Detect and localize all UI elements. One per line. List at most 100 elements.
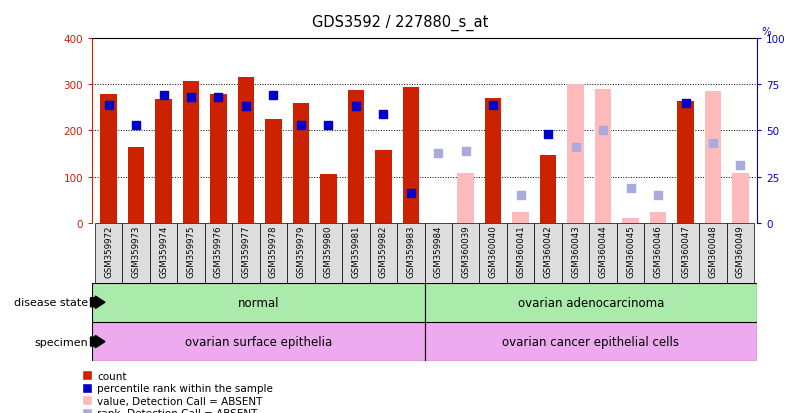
Text: ovarian cancer epithelial cells: ovarian cancer epithelial cells <box>502 335 679 348</box>
Text: GSM359983: GSM359983 <box>406 225 415 277</box>
Legend: count, percentile rank within the sample, value, Detection Call = ABSENT, rank, : count, percentile rank within the sample… <box>82 371 273 413</box>
Bar <box>348 91 364 223</box>
Bar <box>595 90 611 223</box>
Bar <box>425 322 757 361</box>
Bar <box>403 88 419 223</box>
Text: GSM359984: GSM359984 <box>434 225 443 277</box>
Point <box>322 122 335 129</box>
Bar <box>260 223 288 283</box>
Point <box>624 185 637 191</box>
Bar <box>150 223 177 283</box>
Bar <box>342 223 369 283</box>
Bar <box>485 99 501 223</box>
Point <box>487 102 500 109</box>
Point <box>432 150 445 157</box>
Bar <box>452 223 480 283</box>
Text: GSM359978: GSM359978 <box>269 225 278 277</box>
Text: GSM359982: GSM359982 <box>379 225 388 277</box>
Bar <box>320 175 336 223</box>
Point <box>157 93 170 100</box>
Text: GSM359972: GSM359972 <box>104 225 113 277</box>
Bar <box>534 223 562 283</box>
Text: ovarian adenocarcinoma: ovarian adenocarcinoma <box>517 296 664 309</box>
Bar <box>727 223 755 283</box>
Bar <box>562 223 590 283</box>
Text: GSM360040: GSM360040 <box>489 225 497 278</box>
Point <box>295 122 308 129</box>
Bar <box>457 173 474 223</box>
Point <box>377 111 390 118</box>
Text: GSM360039: GSM360039 <box>461 225 470 277</box>
Point <box>184 95 197 101</box>
Text: GSM360047: GSM360047 <box>681 225 690 278</box>
Bar <box>315 223 342 283</box>
Bar <box>375 151 392 223</box>
Bar <box>650 212 666 223</box>
Text: GSM360045: GSM360045 <box>626 225 635 278</box>
Point <box>706 141 719 147</box>
Bar <box>205 223 232 283</box>
Text: ovarian surface epithelia: ovarian surface epithelia <box>185 335 332 348</box>
Bar <box>425 223 452 283</box>
Text: GDS3592 / 227880_s_at: GDS3592 / 227880_s_at <box>312 14 489 31</box>
Text: GSM360049: GSM360049 <box>736 225 745 277</box>
Text: GSM360043: GSM360043 <box>571 225 580 278</box>
Text: GSM359980: GSM359980 <box>324 225 333 277</box>
Point <box>541 131 554 138</box>
Point <box>103 102 115 109</box>
Text: specimen: specimen <box>34 337 88 347</box>
Bar <box>95 223 123 283</box>
Text: GSM359975: GSM359975 <box>187 225 195 277</box>
Bar <box>265 120 282 223</box>
Bar <box>369 223 397 283</box>
Point <box>597 128 610 135</box>
Bar <box>123 223 150 283</box>
Bar <box>292 104 309 223</box>
Bar <box>92 283 425 322</box>
Bar <box>507 223 534 283</box>
Point <box>130 122 143 129</box>
Bar <box>177 223 205 283</box>
Bar <box>480 223 507 283</box>
Text: %: % <box>761 27 771 37</box>
Bar <box>155 100 171 223</box>
Text: GSM360044: GSM360044 <box>598 225 608 278</box>
Text: GSM359976: GSM359976 <box>214 225 223 277</box>
Text: disease state: disease state <box>14 297 88 308</box>
Text: GSM359979: GSM359979 <box>296 225 305 277</box>
Text: GSM360046: GSM360046 <box>654 225 662 278</box>
Text: GSM359974: GSM359974 <box>159 225 168 277</box>
Text: GSM359977: GSM359977 <box>241 225 251 277</box>
Point <box>514 192 527 199</box>
Bar <box>699 223 727 283</box>
Text: normal: normal <box>238 296 279 309</box>
Point <box>349 104 362 111</box>
Text: GSM360048: GSM360048 <box>709 225 718 278</box>
Bar <box>210 95 227 223</box>
Bar <box>288 223 315 283</box>
Point <box>570 145 582 151</box>
Bar <box>567 85 584 223</box>
Point <box>679 100 692 107</box>
Bar <box>92 322 425 361</box>
Bar <box>128 147 144 223</box>
Bar <box>513 213 529 223</box>
Point <box>212 95 225 101</box>
Text: GSM359981: GSM359981 <box>352 225 360 277</box>
Bar <box>705 92 721 223</box>
Point <box>267 93 280 100</box>
Point <box>405 190 417 197</box>
Bar <box>617 223 644 283</box>
Bar <box>644 223 672 283</box>
Bar <box>732 174 749 223</box>
Bar <box>425 283 757 322</box>
Point <box>652 192 665 199</box>
Point <box>734 163 747 169</box>
Bar <box>678 101 694 223</box>
Bar <box>100 95 117 223</box>
Bar <box>183 82 199 223</box>
Point <box>239 104 252 111</box>
Point <box>459 148 472 154</box>
Text: GSM360042: GSM360042 <box>544 225 553 278</box>
Bar <box>672 223 699 283</box>
